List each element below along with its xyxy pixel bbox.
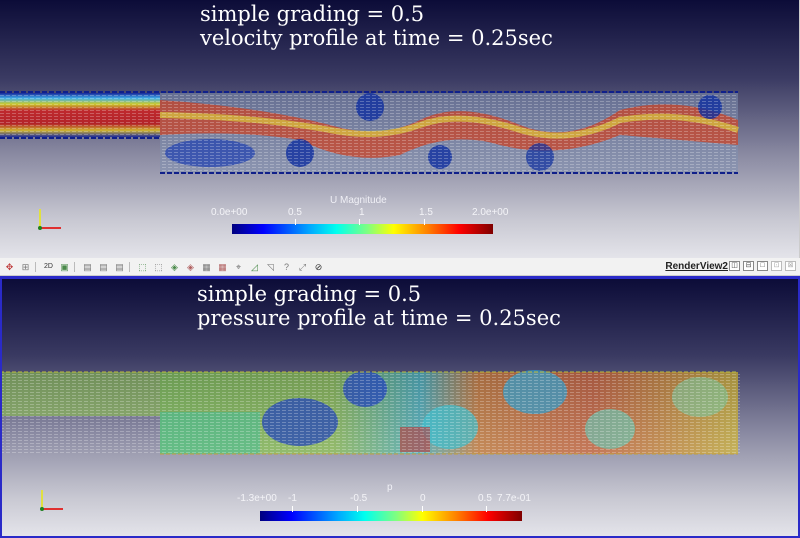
maximize-icon[interactable]: □ <box>757 261 768 271</box>
split-vertical-icon[interactable]: ⊟ <box>743 261 754 271</box>
orientation-axes <box>35 486 65 516</box>
colorbar-tick <box>295 219 296 225</box>
toggle-2d-icon[interactable]: 2D <box>44 262 53 270</box>
colorbar-tick <box>357 506 358 512</box>
select-cells-icon[interactable]: ⬚ <box>138 261 147 272</box>
zoom-to-data-icon[interactable]: ⊞ <box>21 261 30 272</box>
colorbar-label: 1 <box>359 207 365 218</box>
split-horizontal-icon[interactable]: ◫ <box>729 261 740 271</box>
select-points-frustum-icon[interactable]: ◈ <box>187 261 194 272</box>
pressure-field-plot <box>2 370 740 455</box>
colorbar-label: 2.0e+00 <box>472 207 509 218</box>
pressure-colorbar <box>260 511 522 521</box>
colorbar-title: p <box>387 482 393 493</box>
colorbar-label: 7.7e-01 <box>497 493 531 504</box>
select-block-icon[interactable]: ▦ <box>202 261 211 272</box>
query-icon[interactable]: ? <box>283 261 289 272</box>
velocity-colorbar <box>232 224 493 234</box>
interactive-select-icon[interactable]: ▦ <box>218 261 227 272</box>
camera-icon[interactable]: ▣ <box>60 261 69 272</box>
title-line-1: simple grading = 0.5 <box>200 2 425 26</box>
colorbar-label: 0.5 <box>288 207 302 218</box>
colorbar-tick <box>359 219 360 225</box>
colorbar-label: 0.5 <box>478 493 492 504</box>
select-points-icon[interactable]: ⬚ <box>154 261 163 272</box>
view-toolbar: ✥ ⊞ 2D ▣ ▤ ▤ ▤ ⬚ ⬚ ◈ ◈ ▦ ▦ ⌖ ◿ ◹ ? ⤢ ⊘ R… <box>0 258 800 276</box>
clear-selection-icon[interactable]: ⊘ <box>314 261 323 272</box>
colorbar-label: 0 <box>420 493 426 504</box>
render-view-1[interactable]: simple grading = 0.5 velocity profile at… <box>0 0 800 258</box>
render-view-2[interactable]: simple grading = 0.5 pressure profile at… <box>0 276 800 538</box>
view-x-icon[interactable]: ▤ <box>83 261 92 272</box>
orientation-axes <box>33 205 63 235</box>
restore-icon[interactable]: ⊡ <box>771 261 782 271</box>
view1-title: simple grading = 0.5 velocity profile at… <box>200 2 553 50</box>
view-z-icon[interactable]: ▤ <box>115 261 124 272</box>
colorbar-label: 0.0e+00 <box>211 207 248 218</box>
grow-selection-icon[interactable]: ⤢ <box>298 261 307 272</box>
toolbar-separator <box>129 261 130 272</box>
colorbar-title: U Magnitude <box>330 195 387 206</box>
view-y-icon[interactable]: ▤ <box>99 261 108 272</box>
title-line-1: simple grading = 0.5 <box>197 282 422 306</box>
toolbar-separator <box>35 261 36 272</box>
colorbar-label: 1.5 <box>419 207 433 218</box>
select-polygon-points-icon[interactable]: ◹ <box>267 261 274 272</box>
colorbar-tick <box>486 506 487 512</box>
select-polygon-icon[interactable]: ◿ <box>251 261 258 272</box>
title-line-2: pressure profile at time = 0.25sec <box>197 306 561 330</box>
colorbar-tick <box>422 506 423 512</box>
hover-points-icon[interactable]: ⌖ <box>235 261 242 272</box>
colorbar-tick <box>292 506 293 512</box>
title-line-2: velocity profile at time = 0.25sec <box>200 26 553 50</box>
view-controls: ◫ ⊟ □ ⊡ ⊠ <box>729 261 796 271</box>
reset-camera-icon[interactable]: ✥ <box>5 261 14 272</box>
colorbar-label: -0.5 <box>350 493 368 504</box>
render-view-label: RenderView2 <box>665 261 728 272</box>
toolbar-separator <box>74 261 75 272</box>
colorbar-label: -1.3e+00 <box>237 493 277 504</box>
colorbar-label: -1 <box>288 493 297 504</box>
view2-title: simple grading = 0.5 pressure profile at… <box>197 282 561 330</box>
velocity-field-plot <box>0 91 739 174</box>
close-view-icon[interactable]: ⊠ <box>785 261 796 271</box>
select-frustum-icon[interactable]: ◈ <box>171 261 178 272</box>
colorbar-tick <box>424 219 425 225</box>
